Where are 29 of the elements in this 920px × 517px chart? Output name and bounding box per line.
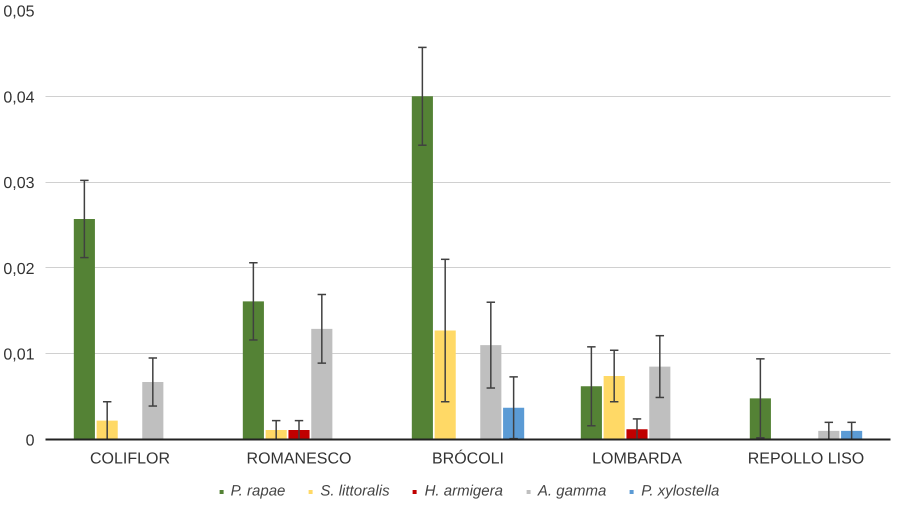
y-tick-label: 0,04 [3, 89, 35, 106]
x-tick-label: ROMANESCO [246, 450, 352, 468]
bar [412, 96, 433, 440]
y-tick-label: 0 [26, 432, 35, 450]
bar [604, 376, 625, 440]
bar [242, 301, 264, 440]
legend-label: H. armigera [424, 482, 503, 500]
x-tick-label: REPOLLO LISO [748, 450, 864, 468]
x-tick-label: BRÓCOLI [432, 450, 504, 468]
bar [480, 345, 502, 440]
bar [311, 328, 332, 440]
legend-label: P. rapae [230, 482, 286, 500]
bar [142, 382, 164, 440]
bar [649, 366, 670, 440]
bar [750, 398, 771, 440]
y-tick-label: 0,05 [3, 4, 35, 20]
bar [434, 330, 456, 440]
y-tick-label: 0,03 [3, 175, 35, 192]
bar [503, 408, 524, 440]
bar [96, 420, 118, 440]
bar [74, 218, 95, 440]
bar [580, 386, 602, 440]
y-tick-label: 0,02 [3, 260, 35, 278]
legend-label: P. xylostella [641, 482, 720, 500]
y-tick-label: 0,01 [3, 346, 35, 364]
legend-label: A. gamma [538, 482, 606, 500]
legend-label: S. littoralis [320, 482, 390, 500]
x-tick-label: COLIFLOR [90, 450, 170, 468]
x-tick-label: LOMBARDA [592, 450, 682, 468]
